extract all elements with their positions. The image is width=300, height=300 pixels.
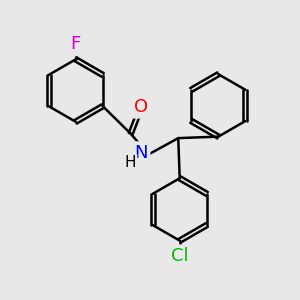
Text: O: O [134,98,148,116]
Text: F: F [70,35,81,53]
Text: H: H [124,155,136,170]
Text: Cl: Cl [171,247,188,265]
Text: N: N [134,144,148,162]
